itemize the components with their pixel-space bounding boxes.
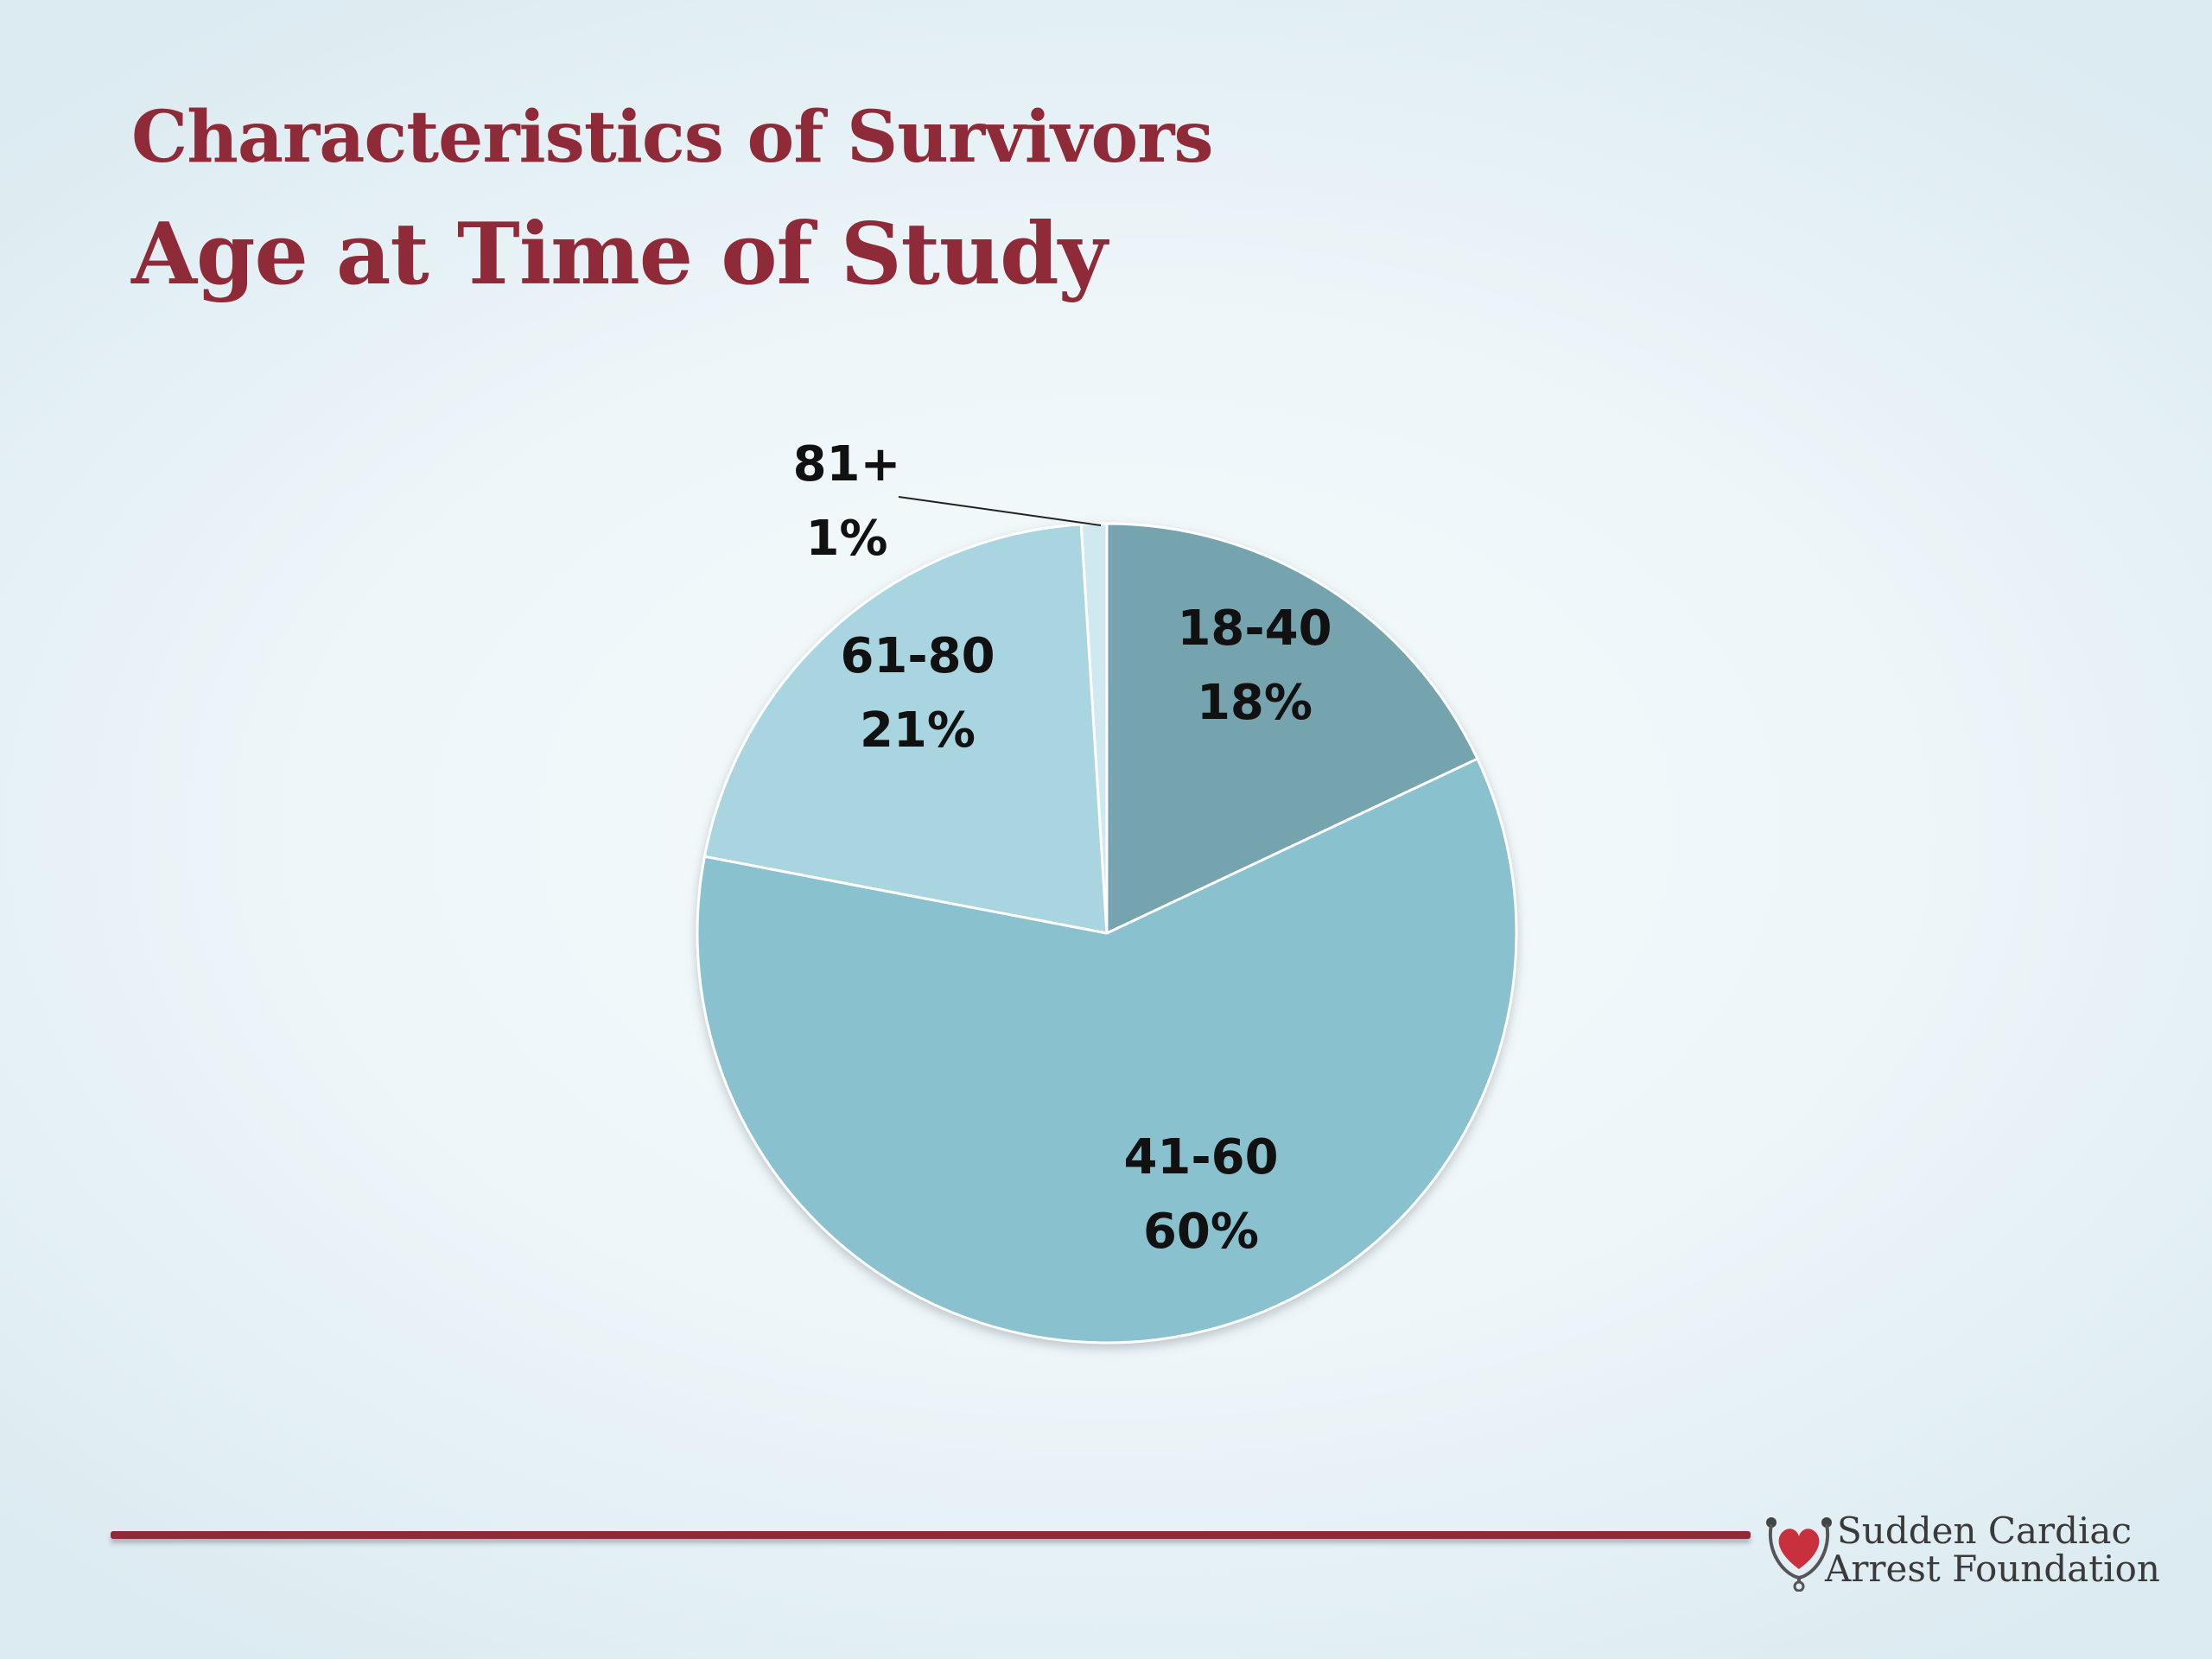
pie-slice-61-80 <box>702 523 1109 935</box>
logo-line-1: Sudden Cardiac <box>1837 1510 2132 1552</box>
pie-labels: 18-40 18%41-60 60%61-80 21%81+ 1% <box>793 436 1332 1260</box>
pie-label-81+: 81+ 1% <box>793 436 901 567</box>
pie-label-category: 61-80 <box>840 628 995 684</box>
slide-subtitle: Age at Time of Study <box>131 205 1108 304</box>
slide-title: Characteristics of Survivors <box>131 96 1214 179</box>
footer-divider <box>111 1531 1751 1539</box>
pie-slices <box>696 522 1518 1344</box>
foundation-logo: Sudden Cardiac Arrest Foundation <box>1763 1510 2160 1592</box>
pie-leader-lines <box>898 496 1102 526</box>
pie-label-61-80: 61-80 21% <box>840 628 995 759</box>
pie-label-percent: 60% <box>1143 1204 1259 1260</box>
pie-label-percent: 18% <box>1197 675 1313 731</box>
pie-label-41-60: 41-60 60% <box>1123 1129 1278 1260</box>
pie-label-percent: 1% <box>805 511 887 567</box>
pie-slice-18-40 <box>1105 522 1479 935</box>
pie-slice-41-60 <box>696 757 1518 1344</box>
pie-label-category: 41-60 <box>1123 1129 1278 1185</box>
pie-label-category: 81+ <box>793 436 901 493</box>
pie-label-18-40: 18-40 18% <box>1177 601 1332 731</box>
heart-logo-icon <box>1766 1517 1832 1592</box>
pie-leader-line-81+ <box>898 496 1102 526</box>
logo-line-2: Arrest Foundation <box>1825 1548 2160 1590</box>
pie-label-category: 18-40 <box>1177 601 1332 657</box>
pie-label-percent: 21% <box>860 702 976 759</box>
